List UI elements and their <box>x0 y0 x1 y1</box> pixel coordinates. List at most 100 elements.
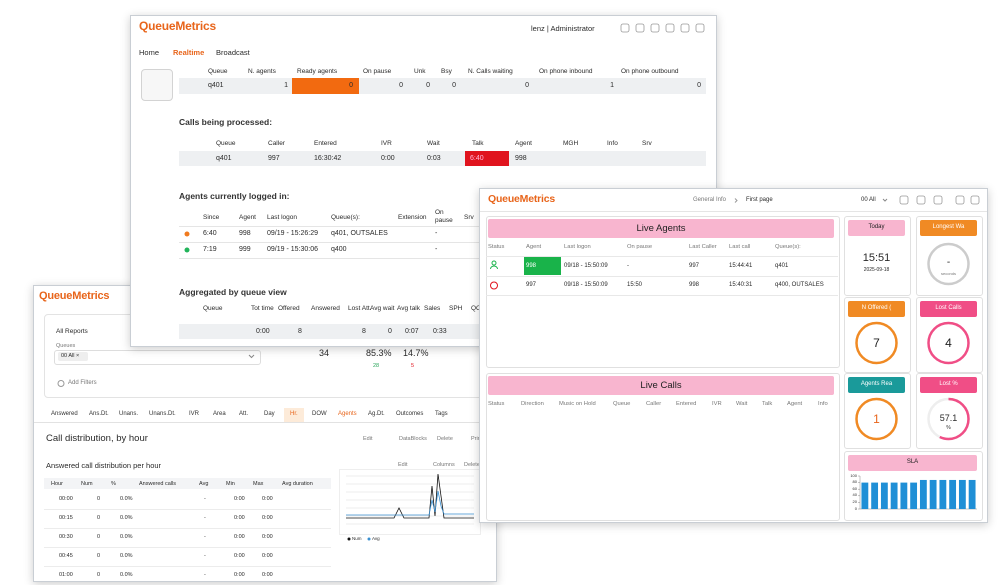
nav-link[interactable]: Home <box>139 48 160 57</box>
clock-time: 15:51 <box>862 252 891 264</box>
table-cell: 0.0% <box>120 572 133 578</box>
table-cell: 09/19 - 15:30:06 <box>267 246 318 253</box>
report-tab[interactable]: Ans.Dt. <box>89 411 109 417</box>
breadcrumb-chevron <box>734 198 738 203</box>
toolbar-button[interactable]: Delete <box>464 462 480 468</box>
table-cell: 00:15 <box>59 515 73 521</box>
column-header: Caller <box>268 140 285 147</box>
y-tick-label: 0 <box>854 505 857 511</box>
report-tab[interactable]: IVR <box>189 411 200 417</box>
table-cell: 0 <box>349 82 353 89</box>
panel <box>486 373 840 521</box>
report-tab[interactable]: Area <box>213 411 226 417</box>
report-tab[interactable]: Outcomes <box>396 411 424 417</box>
queue-select[interactable]: 00 All <box>861 197 876 203</box>
bar <box>919 479 927 509</box>
table-cell: 8 <box>298 328 302 335</box>
column-header: Max <box>253 481 264 487</box>
toolbar-icon <box>680 23 690 33</box>
table-cell: 0:00 <box>234 534 245 540</box>
table-cell: 0:00 <box>234 572 245 578</box>
table-cell: 0:03 <box>427 155 441 162</box>
report-select[interactable]: All Reports <box>56 328 88 335</box>
report-tab[interactable]: Att. <box>239 411 249 417</box>
report-tab[interactable]: Tags <box>435 411 448 417</box>
tile-title: Agents Rea <box>860 381 893 387</box>
report-tab[interactable]: DOW <box>312 411 327 417</box>
report-tab[interactable]: Hr. <box>290 411 298 417</box>
toolbar-icon <box>695 23 705 33</box>
report-tab[interactable]: Agents <box>338 411 357 417</box>
table-cell: 0 <box>426 82 430 89</box>
table-cell: 0.0% <box>120 496 133 502</box>
column-header: Talk <box>762 401 773 407</box>
section-title: Aggregated by queue view <box>179 287 287 297</box>
logo: QueueMetrics <box>39 290 110 302</box>
table-cell: 6:40 <box>470 155 484 162</box>
column-header: Avg talk <box>397 305 421 312</box>
toolbar-icon <box>650 23 660 33</box>
gauge-arc <box>927 397 970 441</box>
gauge-ring <box>927 321 970 365</box>
toolbar-button[interactable]: Columns <box>433 462 455 468</box>
report-tab[interactable]: Ag.Dt. <box>368 411 385 417</box>
gauge-value: - <box>946 257 951 268</box>
user-name: lenz | Administrator <box>531 24 595 33</box>
report-tab[interactable]: Unans. <box>119 411 139 417</box>
row-separator <box>179 258 479 259</box>
table-cell: 0:33 <box>433 328 447 335</box>
toolbar-button[interactable]: DataBlocks <box>399 436 427 442</box>
column-header: Last logon <box>267 214 297 221</box>
column-header: Unk <box>414 68 426 75</box>
tile-title: Lost Calls <box>935 305 962 311</box>
panel-header <box>488 376 834 395</box>
bar <box>871 482 879 509</box>
table-cell: 0.0% <box>120 534 133 540</box>
y-tick-label: 100 <box>850 472 857 478</box>
tile <box>916 216 983 296</box>
column-header: Wait <box>736 401 748 407</box>
table-cell: q401 <box>775 263 789 269</box>
toolbar-button[interactable]: Edit <box>363 436 373 442</box>
breadcrumb[interactable]: General Info <box>693 197 727 203</box>
table-cell: 0 <box>388 328 392 335</box>
nav-link[interactable]: Realtime <box>173 48 205 57</box>
tile <box>844 373 911 449</box>
legend-swatch <box>347 537 351 541</box>
column-header: Queue <box>216 140 236 147</box>
talk-cell <box>465 151 509 166</box>
tab-border <box>34 422 496 423</box>
column-header: Hour <box>51 481 63 487</box>
table-cell: 8 <box>362 328 366 335</box>
table-cell: 1 <box>284 82 288 89</box>
column-header: Info <box>818 401 828 407</box>
table-cell: 0 <box>697 82 701 89</box>
column-header: Agent <box>515 140 532 147</box>
column-header: On phone inbound <box>539 68 593 75</box>
table-cell: 0 <box>97 534 101 540</box>
column-header: Queue(s): <box>331 214 360 221</box>
gauge-value: 7 <box>873 336 880 350</box>
toolbar-button[interactable]: Delete <box>437 436 453 442</box>
gauge-value: 1 <box>873 412 880 426</box>
tile-header <box>848 220 905 236</box>
add-filters[interactable]: Add Filters <box>68 380 97 386</box>
report-tab[interactable]: Answered <box>51 411 78 417</box>
toolbar-button[interactable]: Edit <box>398 462 408 468</box>
stat-sub: 5 <box>411 363 415 369</box>
table-cell: 09/18 - 15:50:09 <box>564 282 608 288</box>
queue-chip-label[interactable]: 00 All × <box>61 353 80 359</box>
field-label: Queues <box>56 343 76 349</box>
table-cell: 6:40 <box>203 230 217 237</box>
column-header: On pause <box>363 68 392 75</box>
bar <box>900 482 908 509</box>
dashboard-shapes <box>490 195 980 510</box>
nav-link[interactable]: Broadcast <box>216 48 250 57</box>
tile-header <box>848 301 905 317</box>
toolbar-button[interactable]: Print <box>471 436 483 442</box>
tile <box>916 373 983 449</box>
clock-date: 2025-09-18 <box>863 267 890 273</box>
report-tab[interactable]: Day <box>264 411 275 417</box>
report-tab[interactable]: Unans.Dt. <box>149 411 176 417</box>
table-cell: 0:00 <box>234 496 245 502</box>
